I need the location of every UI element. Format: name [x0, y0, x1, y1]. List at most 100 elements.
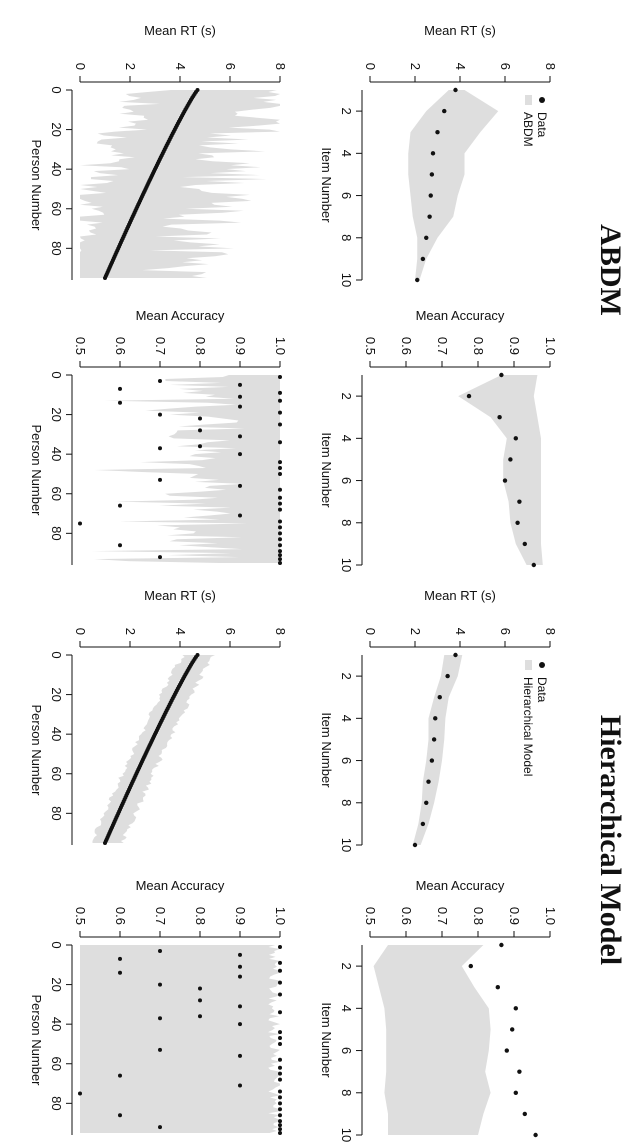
abdm-item-rt-x-label: Item Number: [319, 147, 334, 223]
abdm-item-rt-point: [435, 130, 440, 135]
hier-item-rt-point: [426, 779, 431, 784]
hier-item-acc-model-band: [373, 945, 491, 1135]
hier-person-acc-y-label: Mean Accuracy: [136, 878, 225, 893]
abdm-person-acc-point: [278, 410, 282, 415]
abdm-item-rt-y-tick-label: 6: [498, 63, 513, 70]
hier-person-acc-point: [278, 960, 282, 965]
abdm-person-acc-point: [238, 513, 242, 518]
hier-item-acc-point: [468, 963, 473, 969]
abdm-person-acc-x-tick-label: 0: [49, 371, 64, 378]
abdm-item-rt-point: [415, 277, 420, 283]
hier-item-acc-x-tick-label: 2: [339, 962, 354, 969]
hier-person-acc-point: [158, 1047, 162, 1052]
hier-item-rt-model-band: [412, 655, 463, 845]
abdm-person-rt-x-tick-label: 80: [49, 241, 64, 255]
hier-person-acc-point: [78, 1091, 82, 1096]
hier-person-acc-model-band: [80, 945, 280, 1134]
hier-item-acc-y-tick-label: 0.5: [363, 907, 378, 925]
abdm-item-rt-y-label: Mean RT (s): [424, 23, 496, 38]
abdm-person-acc-point: [238, 434, 242, 439]
abdm-person-acc-point: [278, 487, 282, 492]
hier-person-acc-chart: 0 20 40 60 80 0.5 0.6 0.7 0.8 0.9 1.0 Person Number…: [29, 878, 288, 1136]
abdm-item-acc-y-tick-label: 1.0: [543, 337, 558, 355]
abdm-person-acc-model-band: [91, 375, 280, 564]
abdm-person-acc-point: [278, 543, 282, 548]
hier-person-acc-point: [158, 948, 162, 953]
hier-item-rt-y-tick-label: 2: [408, 628, 423, 635]
abdm-item-rt-point: [429, 172, 435, 177]
hier-person-rt-y-label: Mean RT (s): [144, 588, 216, 603]
hier-person-rt-chart: 0 20 40 60 80 0 2 4 6 8 Person Number Mean RT (s): [29, 588, 288, 846]
abdm-item-rt-point: [424, 235, 429, 240]
hier-person-acc-point: [278, 1065, 282, 1070]
abdm-item-rt-point: [427, 214, 432, 219]
hier-item-rt-x-tick-label: 4: [339, 715, 354, 722]
abdm-person-acc-point: [278, 525, 282, 530]
hier-item-acc-x-label: Item Number: [319, 1002, 334, 1078]
hier-item-acc-point: [495, 985, 500, 990]
abdm-person-rt-y-label: Mean RT (s): [144, 23, 216, 38]
abdm-person-acc-point: [118, 386, 122, 391]
abdm-person-acc-point: [198, 416, 202, 421]
hier-person-acc-point: [278, 1030, 282, 1035]
abdm-person-acc-point: [158, 446, 162, 451]
abdm-item-acc-point: [515, 520, 520, 525]
abdm-person-acc-point: [278, 460, 282, 465]
abdm-person-rt-x-label: Person Number: [29, 139, 44, 231]
hier-person-acc-point: [238, 1004, 242, 1009]
hier-item-rt-point: [433, 716, 438, 721]
abdm-person-acc-x-tick-label: 20: [49, 407, 64, 421]
abdm-person-acc-point: [118, 400, 122, 405]
legend-data-label: Data: [535, 677, 549, 703]
abdm-person-acc-y-tick-label: 0.6: [113, 337, 128, 355]
hier-item-acc-point: [509, 1027, 515, 1032]
hier-item-acc-y-tick-label: 1.0: [543, 907, 558, 925]
hier-person-acc-point: [278, 1010, 282, 1015]
abdm-item-acc-point: [531, 562, 536, 568]
abdm-person-acc-point: [158, 412, 162, 417]
hier-person-acc-point: [278, 1107, 282, 1112]
abdm-person-rt-y-tick-label: 2: [123, 63, 138, 70]
abdm-title: ABDM: [594, 224, 627, 316]
abdm-item-rt-x-tick-label: 2: [339, 107, 354, 114]
hier-person-acc-point: [278, 1123, 282, 1128]
abdm-person-acc-y-tick-label: 0.8: [193, 337, 208, 355]
hier-item-rt-x-tick-label: 2: [339, 672, 354, 679]
abdm-item-rt-point: [420, 256, 426, 262]
hier-person-acc-point: [238, 1083, 242, 1088]
hier-item-rt-point: [420, 821, 426, 827]
hier-person-acc-point: [118, 1113, 122, 1118]
abdm-person-acc-point: [278, 557, 282, 562]
hier-person-acc-point: [238, 952, 242, 957]
abdm-person-rt-model-band: [80, 90, 280, 279]
hier-person-acc-point: [278, 1127, 282, 1132]
hier-item-acc-y-label: Mean Accuracy: [416, 878, 505, 893]
abdm-person-acc-point: [118, 503, 122, 508]
abdm-person-acc-point: [118, 543, 122, 548]
hier-person-acc-point: [158, 982, 162, 987]
hier-person-rt-y-tick-label: 8: [273, 628, 288, 635]
legend-data-marker: [539, 662, 545, 668]
abdm-person-acc-point: [278, 553, 282, 558]
abdm-person-rt-point: [103, 276, 107, 281]
abdm-person-acc-x-tick-label: 60: [49, 487, 64, 501]
abdm-person-rt-y-tick-label: 8: [273, 63, 288, 70]
hier-person-acc-y-tick-label: 0.6: [113, 907, 128, 925]
abdm-item-acc-point: [499, 372, 504, 378]
legend-model-swatch: [525, 660, 532, 670]
abdm-person-acc-point: [278, 374, 282, 379]
hier-person-rt-x-tick-label: 40: [49, 727, 64, 741]
abdm-person-acc-point: [278, 466, 282, 471]
abdm-item-rt-model-band: [408, 90, 499, 280]
legend-model-swatch: [525, 95, 532, 105]
hier-person-acc-point: [278, 1057, 282, 1062]
hier-item-rt-y-tick-label: 8: [543, 628, 558, 635]
hier-item-rt-y-tick-label: 6: [498, 628, 513, 635]
hier-person-acc-point: [238, 1022, 242, 1027]
abdm-item-rt-x-tick-label: 6: [339, 192, 354, 199]
abdm-item-rt-y-tick-label: 0: [363, 63, 378, 70]
hier-person-rt-y-tick-label: 4: [173, 628, 188, 635]
hier-person-rt-x-tick-label: 20: [49, 687, 64, 701]
hier-item-rt-chart: 2 4 6 8 10 0 2 4 6 8 Item Number Mean RT (s) DataHie…: [319, 588, 558, 852]
